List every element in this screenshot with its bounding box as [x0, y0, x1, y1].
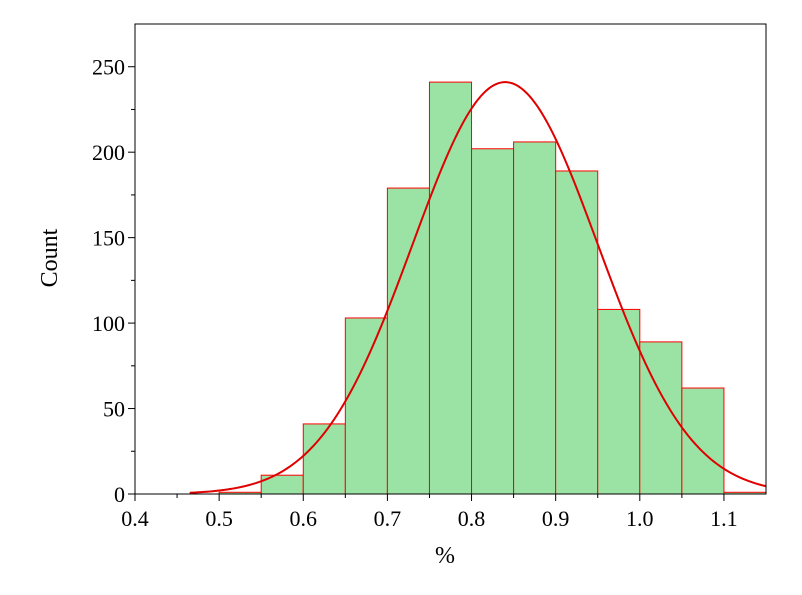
normal-fit-curve: [189, 81, 767, 494]
x-tick-label: 1.0: [626, 506, 654, 531]
x-tick-label: 0.4: [121, 506, 149, 531]
x-tick-label: 0.8: [458, 506, 486, 531]
x-tick-label: 1.1: [710, 506, 738, 531]
x-axis-title: %: [435, 543, 455, 569]
x-tick-label: 0.9: [542, 506, 570, 531]
y-tick-label: 200: [92, 140, 125, 165]
y-axis-title: Count: [37, 228, 63, 287]
y-tick-label: 50: [103, 397, 125, 422]
y-tick-label: 100: [92, 311, 125, 336]
x-tick-labels: 0.4 0.5 0.6 0.7 0.8 0.9 1.0 1.1: [121, 506, 737, 531]
x-tick-label: 0.5: [205, 506, 233, 531]
histogram-bar: [513, 141, 557, 495]
y-tick-label: 250: [92, 55, 125, 80]
histogram-bar: [681, 387, 725, 495]
x-tick-label: 0.7: [374, 506, 402, 531]
histogram-bars: [218, 81, 767, 495]
y-tick-labels: 0 50 100 150 200 250: [92, 55, 125, 507]
y-tick-label: 150: [92, 226, 125, 251]
histogram-bar: [555, 170, 599, 495]
histogram-bar: [302, 423, 346, 495]
plot-frame: [134, 23, 767, 495]
axis-ticks: [128, 66, 725, 501]
histogram-bar: [344, 317, 388, 495]
histogram-bar: [386, 187, 430, 495]
histogram-bar: [428, 81, 473, 495]
y-tick-label: 0: [114, 482, 125, 507]
x-tick-label: 0.6: [290, 506, 318, 531]
histogram-bar: [471, 148, 515, 495]
